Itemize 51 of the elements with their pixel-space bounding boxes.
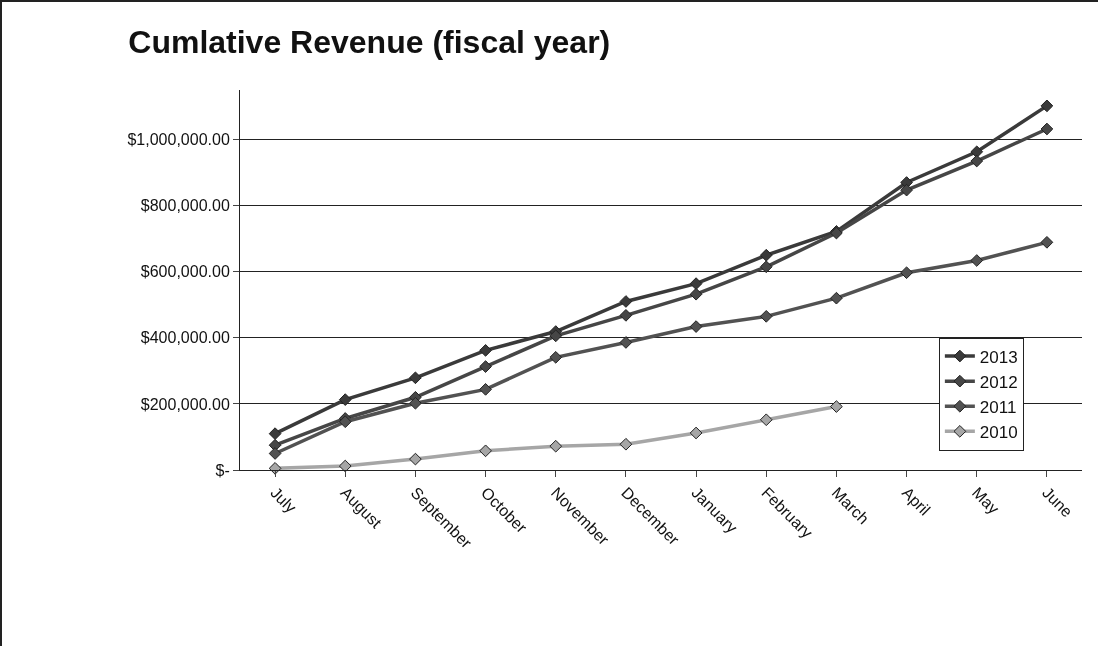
- point: [409, 371, 422, 385]
- point: [549, 329, 563, 343]
- point: [689, 426, 703, 440]
- x-tick-label: April: [898, 483, 934, 519]
- point: [1040, 122, 1054, 136]
- point: [689, 277, 703, 290]
- point: [619, 309, 633, 322]
- point: [759, 310, 773, 323]
- y-tick-label: $600,000.00: [140, 263, 230, 281]
- y-tick-label: $400,000.00: [140, 329, 230, 347]
- legend-label: 2013: [979, 347, 1018, 367]
- point: [900, 266, 913, 280]
- x-tick-label: May: [968, 483, 1003, 518]
- point: [338, 459, 352, 473]
- point: [479, 383, 492, 396]
- point: [689, 320, 703, 333]
- point: [409, 452, 422, 466]
- point: [759, 248, 773, 262]
- point: [900, 183, 913, 197]
- point: [830, 400, 843, 413]
- legend-label: 2012: [979, 372, 1018, 392]
- point: [619, 437, 633, 451]
- point: [830, 291, 843, 305]
- point: [409, 396, 422, 410]
- point: [268, 427, 282, 440]
- chart-title: Cumlative Revenue (fiscal year): [128, 24, 611, 61]
- x-tick-label: July: [267, 483, 300, 517]
- legend-label: 2011: [979, 397, 1017, 417]
- point: [619, 336, 633, 349]
- point: [689, 287, 703, 301]
- point: [479, 444, 492, 458]
- legend-label: 2010: [979, 422, 1018, 442]
- point: [479, 360, 492, 373]
- point: [1040, 99, 1054, 113]
- point: [549, 350, 563, 364]
- point: [970, 154, 984, 168]
- point: [759, 260, 773, 274]
- y-tick-label: $200,000.00: [140, 395, 230, 413]
- point: [1040, 235, 1054, 249]
- point: [759, 413, 773, 427]
- point: [619, 295, 633, 308]
- point: [268, 447, 282, 460]
- point: [479, 344, 492, 357]
- point: [338, 415, 352, 429]
- y-tick-label: $-: [215, 461, 230, 479]
- y-tick-label: $1,000,000.00: [127, 131, 230, 149]
- point: [549, 439, 563, 453]
- point: [268, 462, 282, 475]
- point: [970, 254, 984, 267]
- point: [338, 393, 352, 406]
- y-tick-label: $800,000.00: [140, 197, 230, 215]
